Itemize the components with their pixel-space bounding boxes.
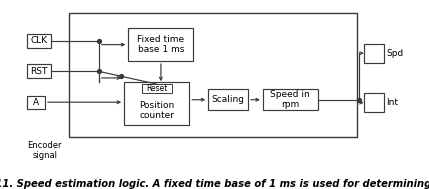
Text: Fixed time
base 1 ms: Fixed time base 1 ms [137, 35, 184, 54]
Bar [27, 96, 45, 109]
Bar [364, 44, 384, 63]
Bar [27, 34, 51, 48]
Text: CLK: CLK [30, 36, 48, 45]
Bar [124, 82, 189, 125]
Text: Speed in
rpm: Speed in rpm [270, 90, 310, 109]
Text: Reset: Reset [146, 84, 167, 93]
Bar [128, 28, 193, 61]
Text: Spd: Spd [386, 49, 403, 58]
Bar [27, 64, 51, 78]
Bar [364, 93, 384, 112]
Text: Scaling: Scaling [211, 95, 245, 104]
Bar [69, 13, 357, 137]
Bar [208, 89, 248, 110]
Bar [142, 84, 172, 93]
Text: RST: RST [30, 67, 48, 76]
Text: Fig. 7.11. Speed estimation logic. A fixed time base of 1 ms is used for determi: Fig. 7.11. Speed estimation logic. A fix… [0, 180, 429, 189]
Text: A: A [33, 98, 39, 107]
Text: Int: Int [386, 98, 398, 107]
Text: Position
counter: Position counter [139, 101, 174, 120]
Bar [263, 89, 317, 110]
Text: Encoder
signal: Encoder signal [27, 141, 62, 160]
